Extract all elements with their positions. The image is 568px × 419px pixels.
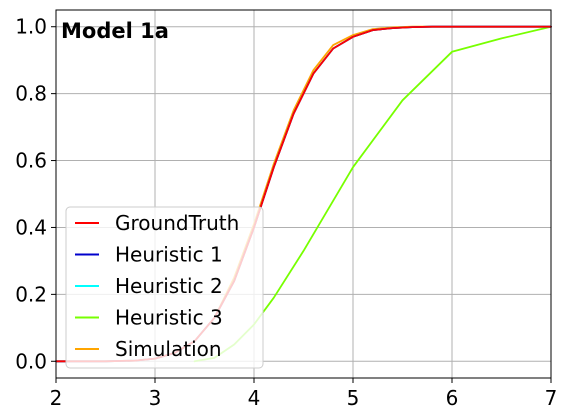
plot-frame	[55, 9, 552, 379]
x-tick-label: 7	[545, 386, 558, 410]
y-tick-label: 0.6	[15, 149, 47, 173]
axis-ticks: 2 3 4 5 6 7 0.0 0.2 0.4 0.6 0.8 1.0	[15, 15, 557, 410]
y-tick-label: 0.4	[15, 215, 47, 239]
y-tick-label: 0.8	[15, 82, 47, 106]
x-tick-label: 3	[149, 386, 162, 410]
x-tick-label: 5	[347, 386, 360, 410]
legend-label: Simulation	[115, 337, 222, 361]
legend: GroundTruth Heuristic 1 Heuristic 2 Heurist…	[65, 206, 264, 369]
legend-label: Heuristic 2	[115, 274, 223, 298]
legend-label: GroundTruth	[115, 211, 239, 235]
y-tick-label: 1.0	[15, 15, 47, 39]
legend-label: Heuristic 1	[115, 243, 223, 267]
x-tick-label: 6	[446, 386, 459, 410]
y-tick-label: 0.0	[15, 349, 47, 373]
legend-box	[65, 206, 264, 369]
x-tick-label: 2	[50, 386, 63, 410]
panel-label: Model 1a	[61, 19, 169, 43]
y-tick-label: 0.2	[15, 282, 47, 306]
legend-label: Heuristic 3	[115, 306, 223, 330]
x-tick-label: 4	[248, 386, 261, 410]
